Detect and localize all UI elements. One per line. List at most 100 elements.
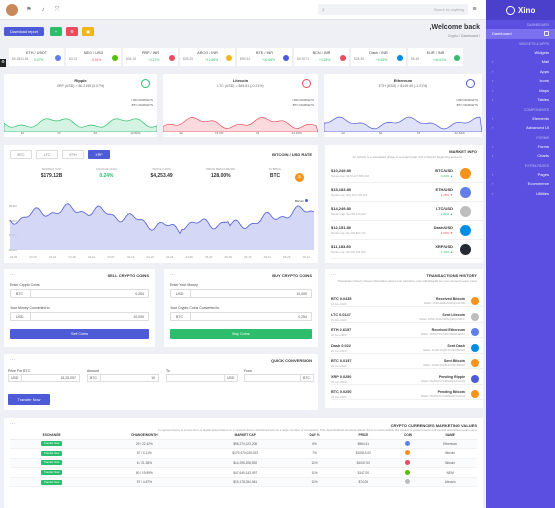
transfer-button[interactable]: Transfer Now: [40, 470, 63, 476]
tx-date: 19 Jan 2020: [331, 317, 347, 322]
from-label: From: [244, 369, 253, 373]
more-icon[interactable]: ⋯: [10, 272, 15, 278]
transaction-row[interactable]: BTC 0.0435 16 Jan 2020 Received Bitcoin …: [331, 295, 483, 307]
ticker-price: $28.36: [354, 57, 365, 61]
sidebar-item-tables[interactable]: ‹ Tables: [486, 95, 555, 105]
sidebar-item-label: Pages: [537, 171, 549, 177]
sidebar-item-label: Icons: [539, 78, 549, 84]
transaction-row[interactable]: BTC 0.0250 22 Jan 2020 Pending Bitcoin W…: [331, 388, 483, 400]
sell-coin-input[interactable]: BTC 0.254: [10, 289, 149, 298]
search-input[interactable]: ⌕ Search for anything: [318, 4, 468, 15]
more-icon[interactable]: ⋯: [170, 272, 175, 278]
sidebar-item-widgets[interactable]: Widgets: [486, 48, 555, 58]
ticker-change: -9.91%: [91, 57, 102, 62]
ticker-card[interactable]: PBP / INR $34.16 +4.27%: [123, 48, 178, 66]
coin-icon: [169, 55, 175, 61]
sidebar-item-dashboard[interactable]: Dashboard: [486, 29, 555, 39]
footer-stat: 7d: [416, 131, 421, 135]
x-tick: 05-21: [263, 255, 271, 259]
ticker-card[interactable]: Dash / INR $28.36 +0.83%: [351, 48, 406, 66]
stat-price: PRICE (USD) $4,253.49: [150, 167, 172, 179]
market-row[interactable]: $12,151.80 Market cap: $1,245,897,211 Da…: [331, 222, 483, 240]
transaction-row[interactable]: Dash 0.022 20 Jan 2020 Sent Dash Wallet:…: [331, 342, 483, 354]
price-input[interactable]: USD 15,25,057: [8, 374, 80, 382]
to-input[interactable]: USD: [166, 374, 238, 382]
tab-ltc[interactable]: LTC: [36, 150, 58, 159]
sidebar-section-components: COMPONENTS: [523, 107, 549, 112]
cell-coin: [392, 439, 424, 450]
markets-label: BTC MARKETS: [456, 102, 478, 107]
sidebar-item-elements[interactable]: ‹ Elements: [486, 114, 555, 124]
bell-icon[interactable]: ♪: [41, 6, 45, 13]
market-row[interactable]: $14,249.80 Market cap: $3,184,219,442 LT…: [331, 203, 483, 221]
ticker-price: $5.45: [411, 57, 420, 61]
chart-legend[interactable]: Bitcoin: [295, 199, 308, 203]
transfer-button[interactable]: Transfer Now: [40, 479, 63, 485]
coin-icon: [460, 206, 471, 217]
tab-eth[interactable]: ETH: [62, 150, 84, 159]
ticker-card[interactable]: NEO / USD $3.23 -9.91%: [66, 48, 121, 66]
market-row[interactable]: $10,249.80 Market cap: $179,127,589,218 …: [331, 165, 483, 183]
tab-xrp[interactable]: XRP: [88, 150, 110, 159]
transaction-row[interactable]: ETH 2.6157 20 Jan 2020 Received Ethereum…: [331, 326, 483, 338]
settings-tab-icon[interactable]: ⚙: [0, 59, 6, 67]
ticker-price: $59.34: [240, 57, 251, 61]
ticker-card[interactable]: BCN / INR $0.9271 +3.28%: [294, 48, 349, 66]
sidebar-item-label: Mail: [541, 59, 549, 65]
sidebar-item-charts[interactable]: ‹ Charts: [486, 151, 555, 161]
sidebar-item-advanced-ui[interactable]: ‹ Advanced UI: [486, 123, 555, 133]
sidebar-item-utilities[interactable]: ‹ Utilities: [486, 189, 555, 199]
sidebar-item-mail[interactable]: ‹ Mail: [486, 57, 555, 67]
transfer-button[interactable]: Transfer Now: [40, 460, 63, 466]
sell-coins-button[interactable]: Sell Coins: [10, 329, 149, 339]
buy-money-input[interactable]: USD 10,000: [170, 289, 312, 298]
market-row[interactable]: $11,183.80 Market cap: $3,491,118,529 XR…: [331, 241, 483, 259]
cell-change: 57 / 4.87%: [93, 477, 196, 488]
mini-chart-subtitle: LTC (USD) = $45.81 (-0.21%): [217, 84, 264, 88]
flag-icon[interactable]: ⚑: [26, 6, 32, 13]
more-icon[interactable]: ⋯: [10, 357, 15, 363]
ticker-card[interactable]: EUR / INR $5.45 +44.61%: [408, 48, 463, 66]
sidebar-item-ecommerce[interactable]: ‹ Ecommerce: [486, 179, 555, 189]
market-row[interactable]: $15,183.80 Market cap: $21,164,128,116 E…: [331, 184, 483, 202]
sidebar-item-apps[interactable]: ‹ Apps: [486, 67, 555, 77]
sidebar-item-forms[interactable]: ‹ Forms: [486, 142, 555, 152]
buy-label-1: Enter Your Money: [170, 283, 198, 287]
from-input[interactable]: BTC: [244, 374, 314, 382]
sidebar-item-pages[interactable]: ‹ Pages: [486, 170, 555, 180]
sidebar-item-icons[interactable]: ‹ Icons: [486, 76, 555, 86]
cell-price: $147.00: [334, 467, 393, 478]
avatar[interactable]: [6, 3, 18, 16]
buy-coin-input[interactable]: BTC 0.254: [170, 312, 312, 321]
transfer-button[interactable]: Transfer Now: [40, 441, 63, 447]
lock-icon[interactable]: ▣: [82, 27, 94, 36]
market-cap: Market cap: $21,164,128,116: [331, 193, 368, 197]
transfer-now-button[interactable]: Transfer Now: [8, 394, 50, 405]
amount-input[interactable]: BTC 10: [87, 374, 159, 382]
transaction-row[interactable]: LTC 0.0147 19 Jan 2020 Sent Litecoin Wal…: [331, 311, 483, 323]
buy-coins-button[interactable]: Buy Coins: [170, 329, 312, 339]
more-icon[interactable]: ⋯: [10, 421, 15, 427]
transfer-button[interactable]: Transfer Now: [40, 450, 63, 456]
settings-icon[interactable]: ⚙: [66, 27, 78, 36]
sell-money-input[interactable]: USD 10,000: [10, 312, 149, 321]
download-report-button[interactable]: Download report: [4, 27, 44, 36]
ticker-card[interactable]: ARCO / INR $25.25 +10.86%: [180, 48, 235, 66]
transaction-row[interactable]: BTC 0.0157 20 Jan 2020 Sent Bitcoin Wall…: [331, 357, 483, 369]
ticker-card[interactable]: ETH / USDT $0.2541.84 0.07%: [9, 48, 64, 66]
transaction-row[interactable]: XRP 0.0250 22 Jan 2020 Pending Ripple Wa…: [331, 373, 483, 385]
input-value: 10,000: [133, 314, 144, 319]
cell-cap: $14,295,208,592: [195, 458, 295, 469]
tab-btc[interactable]: BTC: [10, 150, 32, 159]
footer-stat: 72.1%: [214, 131, 224, 135]
sidebar-brand[interactable]: Xino: [486, 0, 555, 20]
menu-toggle-icon[interactable]: ≡: [472, 6, 477, 13]
stat-benchmark: PRICE BENCHMARK 128.00%: [206, 167, 235, 179]
more-icon[interactable]: ⋯: [331, 272, 336, 278]
fullscreen-icon[interactable]: ⤧: [54, 6, 60, 13]
sidebar-item-maps[interactable]: ‹ Maps: [486, 86, 555, 96]
coin-icon: [405, 479, 411, 485]
market-pair: BTC/USD: [435, 168, 453, 173]
add-icon[interactable]: +: [50, 27, 62, 36]
ticker-card[interactable]: BTE / INR $59.34 +42.65%: [237, 48, 292, 66]
